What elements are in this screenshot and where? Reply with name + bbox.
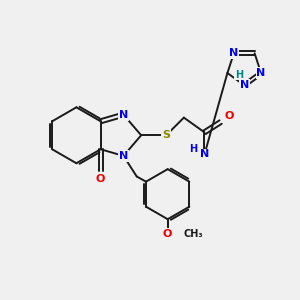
Text: H: H — [189, 144, 197, 154]
Text: N: N — [229, 48, 239, 58]
Text: H: H — [235, 70, 243, 80]
Text: N: N — [200, 149, 209, 159]
Text: S: S — [162, 130, 170, 140]
Text: O: O — [163, 229, 172, 239]
Text: CH₃: CH₃ — [184, 229, 203, 239]
Text: O: O — [96, 174, 105, 184]
Text: N: N — [119, 110, 128, 120]
Text: O: O — [225, 111, 234, 121]
Text: N: N — [119, 151, 128, 161]
Text: N: N — [240, 80, 249, 90]
Text: N: N — [256, 68, 266, 78]
